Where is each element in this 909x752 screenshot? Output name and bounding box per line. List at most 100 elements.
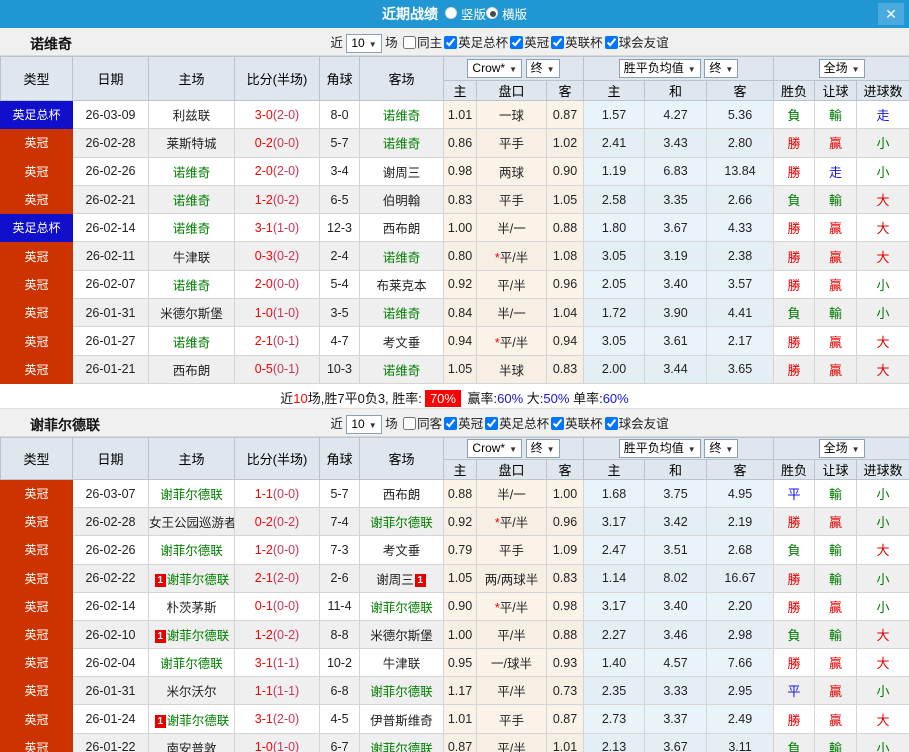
odds-away-win: 4.33 bbox=[706, 213, 775, 243]
handicap-home-odds: 0.95 bbox=[443, 648, 477, 678]
home-team: 1 谢菲尔德联 bbox=[148, 563, 235, 593]
match-date: 26-02-26 bbox=[72, 156, 149, 186]
close-button[interactable]: ✕ bbox=[878, 3, 904, 25]
corners: 2-4 bbox=[319, 241, 360, 271]
result-wdl: 負 bbox=[773, 619, 816, 650]
summary-count: 10 bbox=[293, 390, 308, 406]
result-wdl: 勝 bbox=[773, 648, 816, 678]
competition-badge: 英冠 bbox=[0, 241, 73, 271]
halftime-score: (0-2) bbox=[272, 192, 300, 207]
competition-checkbox[interactable]: 英联杯 bbox=[549, 417, 603, 431]
odds-time-select[interactable]: 终 ▼ bbox=[704, 59, 739, 78]
handicap-line: 平/半 bbox=[476, 676, 547, 706]
same-venue-checkbox[interactable]: 同客 bbox=[401, 417, 442, 431]
subcol-odds-away: 客 bbox=[706, 458, 775, 480]
competition-checkbox[interactable]: 英联杯 bbox=[549, 36, 603, 50]
result-goals: 大 bbox=[856, 535, 909, 565]
team-label: 女王公园巡游者 bbox=[149, 516, 235, 531]
handicap-home-odds: 1.01 bbox=[443, 99, 477, 130]
result-handicap: 輸 bbox=[814, 535, 858, 565]
odds-time-value: 终 bbox=[709, 61, 722, 75]
handicap-star: * bbox=[494, 250, 500, 265]
competition-checkbox-input[interactable] bbox=[510, 36, 524, 50]
handicap-away-odds: 1.08 bbox=[545, 241, 585, 271]
handicap-home-odds: 1.00 bbox=[443, 619, 477, 650]
handicap-home-odds: 0.92 bbox=[443, 507, 477, 537]
result-handicap: 贏 bbox=[814, 648, 858, 678]
handicap-home-odds: 0.88 bbox=[443, 478, 477, 509]
away-team: 诺维奇 bbox=[359, 298, 444, 328]
competition-checkbox[interactable]: 英冠 bbox=[508, 36, 549, 50]
handicap-line: 平/半 bbox=[476, 619, 547, 650]
competition-checkbox[interactable]: 球会友谊 bbox=[603, 36, 669, 50]
layout-radio[interactable]: 横版 bbox=[486, 4, 527, 23]
odds-time-select[interactable]: 终 ▼ bbox=[704, 438, 739, 458]
away-team: 谢菲尔德联 bbox=[359, 591, 444, 621]
away-team: 谢周三 1 bbox=[359, 563, 444, 593]
competition-checkbox-input[interactable] bbox=[604, 36, 618, 50]
handicap-away-odds: 0.90 bbox=[545, 156, 585, 186]
competition-checkbox-input[interactable] bbox=[551, 36, 565, 50]
fulltime-select[interactable]: 全场 ▼ bbox=[818, 438, 865, 458]
handicap-time-select[interactable]: 终 ▼ bbox=[525, 59, 560, 78]
odds-home-win: 3.17 bbox=[583, 507, 646, 537]
same-venue-checkbox[interactable]: 同主 bbox=[401, 36, 442, 50]
odds-draw: 3.33 bbox=[644, 676, 708, 706]
home-team: 米德尔斯堡 bbox=[148, 298, 235, 328]
wdl-average-select[interactable]: 胜平负均值 ▼ bbox=[618, 438, 701, 458]
recent-count-value: 10 bbox=[351, 36, 365, 50]
competition-checkbox-input[interactable] bbox=[551, 417, 565, 431]
same-venue-checkbox-input[interactable] bbox=[403, 417, 417, 431]
result-wdl: 勝 bbox=[773, 354, 816, 384]
corners: 10-2 bbox=[319, 648, 360, 678]
competition-checkbox-input[interactable] bbox=[604, 417, 618, 431]
home-team: 1 谢菲尔德联 bbox=[148, 619, 235, 650]
handicap-line: 平手 bbox=[476, 128, 547, 158]
corners: 5-7 bbox=[319, 128, 360, 158]
competition-checkbox-input[interactable] bbox=[444, 36, 458, 50]
away-team: 谢菲尔德联 bbox=[359, 507, 444, 537]
competition-checkbox[interactable]: 球会友谊 bbox=[603, 417, 669, 431]
chevron-down-icon: ▼ bbox=[509, 65, 518, 74]
bookmaker-select-value: Crow* bbox=[472, 440, 506, 455]
team-label: 朴茨茅斯 bbox=[166, 600, 217, 615]
competition-checkbox-input[interactable] bbox=[485, 417, 499, 431]
handicap-time-select[interactable]: 终 ▼ bbox=[525, 438, 560, 458]
odds-home-win: 3.17 bbox=[583, 591, 646, 621]
odds-home-win: 1.80 bbox=[583, 213, 646, 243]
col-score: 比分(半场) bbox=[234, 436, 320, 480]
match-date: 26-02-07 bbox=[72, 269, 149, 300]
match-row: 英冠 26-02-28 女王公园巡游者 0-2(0-2) 7-4 谢菲尔德联 0.92 *平/… bbox=[0, 507, 909, 537]
halftime-score: (1-0) bbox=[272, 220, 300, 235]
same-venue-checkbox-input[interactable] bbox=[403, 36, 417, 50]
corners: 8-0 bbox=[319, 99, 360, 130]
handicap-line: 半/一 bbox=[476, 478, 547, 509]
wdl-average-select[interactable]: 胜平负均值 ▼ bbox=[618, 59, 701, 78]
competition-checkbox[interactable]: 英足总杯 bbox=[483, 417, 549, 431]
page-title: 近期战绩 bbox=[381, 6, 438, 22]
corners: 11-4 bbox=[319, 591, 360, 621]
fulltime-select[interactable]: 全场 ▼ bbox=[818, 59, 865, 78]
competition-checkbox[interactable]: 英冠 bbox=[442, 417, 483, 431]
recent-count-select[interactable]: 10 ▼ bbox=[346, 34, 382, 53]
odds-draw: 6.83 bbox=[644, 156, 708, 186]
radio-icon[interactable] bbox=[486, 7, 498, 20]
bookmaker-select[interactable]: Crow* ▼ bbox=[467, 59, 523, 78]
subcol-result-goals: 进球数 bbox=[856, 458, 909, 480]
odds-away-win: 2.98 bbox=[706, 619, 775, 650]
competition-badge: 英冠 bbox=[0, 507, 73, 537]
competition-label: 英足总杯 bbox=[499, 416, 550, 431]
match-date: 26-02-04 bbox=[72, 648, 149, 678]
corners: 6-8 bbox=[319, 676, 360, 706]
layout-radio[interactable]: 竖版 bbox=[444, 4, 486, 23]
handicap-home-odds: 0.90 bbox=[443, 591, 477, 621]
odds-draw: 3.35 bbox=[644, 184, 708, 215]
bookmaker-select[interactable]: Crow* ▼ bbox=[467, 438, 523, 458]
home-team: 谢菲尔德联 bbox=[148, 535, 235, 565]
radio-icon[interactable] bbox=[444, 7, 457, 20]
competition-checkbox-input[interactable] bbox=[444, 417, 458, 431]
competition-checkbox[interactable]: 英足总杯 bbox=[442, 36, 508, 50]
subcol-result-handicap: 让球 bbox=[814, 80, 858, 101]
odds-away-win: 7.66 bbox=[706, 648, 775, 678]
recent-count-select[interactable]: 10 ▼ bbox=[346, 414, 382, 434]
